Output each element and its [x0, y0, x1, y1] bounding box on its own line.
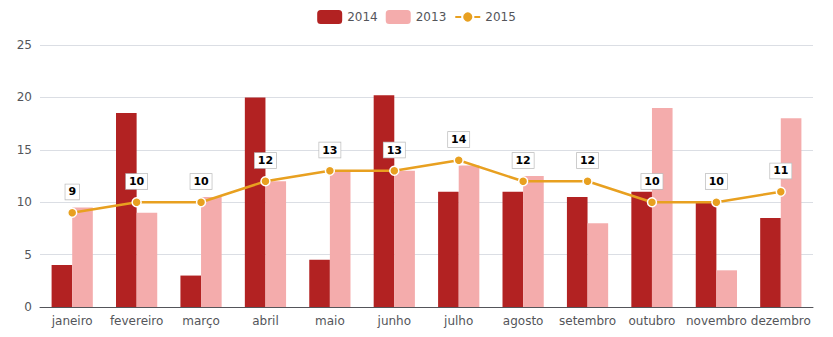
svg-text:outubro: outubro [629, 314, 676, 328]
svg-text:12: 12 [515, 154, 530, 167]
svg-text:10: 10 [644, 175, 660, 188]
svg-text:5: 5 [24, 248, 32, 262]
svg-text:10: 10 [193, 175, 209, 188]
svg-text:12: 12 [258, 154, 273, 167]
svg-text:13: 13 [322, 144, 337, 157]
svg-text:11: 11 [773, 164, 788, 177]
svg-text:20: 20 [17, 90, 32, 104]
svg-text:2014: 2014 [347, 10, 378, 24]
svg-text:setembro: setembro [559, 314, 616, 328]
svg-text:10: 10 [129, 175, 145, 188]
svg-text:25: 25 [17, 38, 32, 52]
svg-text:junho: junho [377, 314, 412, 328]
svg-text:0: 0 [24, 300, 32, 314]
svg-text:dezembro: dezembro [751, 314, 811, 328]
svg-text:agosto: agosto [503, 314, 544, 328]
svg-text:março: março [182, 314, 220, 328]
svg-text:15: 15 [17, 143, 32, 157]
svg-text:12: 12 [580, 154, 595, 167]
svg-text:2013: 2013 [416, 10, 447, 24]
svg-text:10: 10 [709, 175, 725, 188]
svg-text:julho: julho [443, 314, 473, 328]
svg-text:fevereiro: fevereiro [110, 314, 164, 328]
svg-text:2015: 2015 [485, 10, 516, 24]
svg-text:janeiro: janeiro [51, 314, 93, 328]
svg-text:abril: abril [252, 314, 279, 328]
svg-text:maio: maio [315, 314, 345, 328]
svg-text:13: 13 [387, 144, 402, 157]
svg-text:14: 14 [451, 133, 467, 146]
svg-text:9: 9 [68, 185, 76, 198]
svg-text:novembro: novembro [686, 314, 747, 328]
svg-text:10: 10 [17, 195, 32, 209]
